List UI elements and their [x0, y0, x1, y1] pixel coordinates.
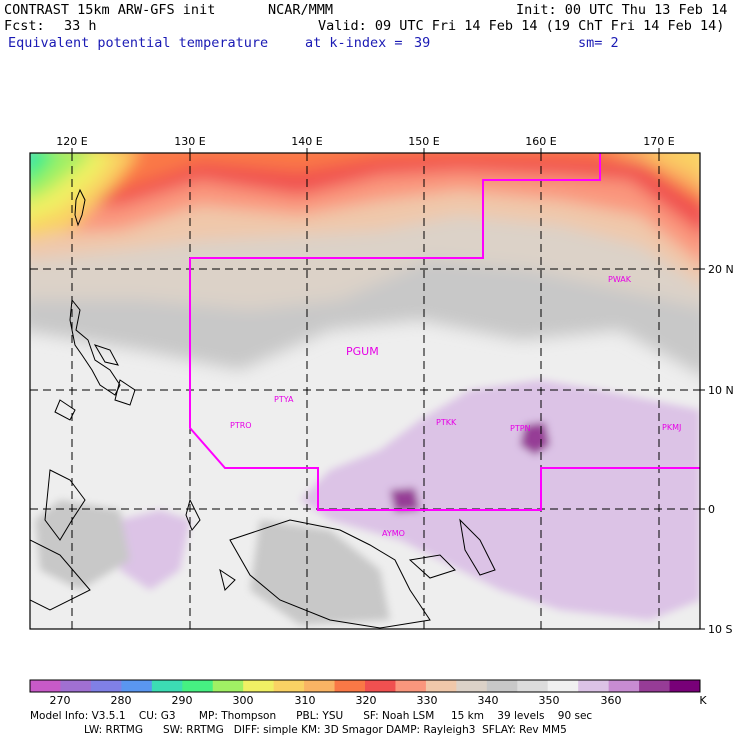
fcst-value: 33 h [64, 18, 97, 34]
lon-label-170: 170 E [643, 135, 674, 148]
station-ptya: PTYA [274, 395, 294, 404]
colorbar-swatch [243, 680, 275, 692]
colorbar-swatch [425, 680, 457, 692]
colorbar-swatch [517, 680, 549, 692]
station-pwak: PWAK [608, 275, 632, 284]
model-info-line2: LW: RRTMG SW: RRTMG DIFF: simple KM: 3D … [84, 724, 567, 736]
colorbar-label-300: 300 [233, 694, 254, 707]
org-label: NCAR/MMM [268, 2, 334, 18]
lon-label-160: 160 E [525, 135, 556, 148]
colorbar-unit: K [699, 694, 707, 707]
fcst-label: Fcst: [4, 18, 45, 34]
colorbar-label-290: 290 [172, 694, 193, 707]
colorbar-swatch [456, 680, 488, 692]
station-aymo: AYMO [382, 529, 405, 538]
colorbar-swatch [639, 680, 671, 692]
colorbar-label-270: 270 [50, 694, 71, 707]
station-pkmj: PKMJ [662, 423, 681, 432]
field-name: Equivalent potential temperature [8, 35, 269, 51]
colorbar-swatch [395, 680, 427, 692]
colorbar-swatch [669, 680, 701, 692]
colorbar-frame [29, 679, 701, 693]
colorbar-label-330: 330 [417, 694, 438, 707]
colorbar-swatch [90, 680, 122, 692]
colorbar-label-360: 360 [601, 694, 622, 707]
level-value: 39 [414, 35, 431, 51]
level-label: at k-index = [305, 35, 403, 51]
lon-label-130: 130 E [174, 135, 205, 148]
colorbar-swatch [547, 680, 579, 692]
lon-label-140: 140 E [291, 135, 322, 148]
colorbar-label-350: 350 [539, 694, 560, 707]
colorbar-label-340: 340 [478, 694, 499, 707]
init-time: Init: 00 UTC Thu 13 Feb 14 [516, 2, 728, 18]
map-frame [29, 152, 701, 630]
lon-label-120: 120 E [56, 135, 87, 148]
lon-label-150: 150 E [408, 135, 439, 148]
colorbar-label-320: 320 [356, 694, 377, 707]
station-ptkk: PTKK [436, 418, 457, 427]
theta-e-field [30, 153, 700, 629]
colorbar-swatch [182, 680, 214, 692]
lat-label-0: 0 [708, 503, 715, 516]
smooth-label: sm= 2 [578, 35, 619, 51]
lat-label-10s: 10 S [708, 623, 732, 636]
station-ptpn: PTPN [510, 424, 531, 433]
colorbar-label-310: 310 [295, 694, 316, 707]
colorbar-label-280: 280 [111, 694, 132, 707]
grid-lines [30, 153, 700, 629]
colorbar [29, 679, 701, 693]
colorbar-swatch [151, 680, 183, 692]
colorbar-swatch [121, 680, 153, 692]
lat-label-10n: 10 N [708, 384, 734, 397]
colorbar-swatch [212, 680, 244, 692]
station-pgum: PGUM [346, 345, 379, 358]
colorbar-swatch [334, 680, 366, 692]
model-info-line1: Model Info: V3.5.1 CU: G3 MP: Thompson P… [30, 710, 593, 722]
model-title: CONTRAST 15km ARW-GFS init [4, 2, 216, 18]
colorbar-swatch [273, 680, 305, 692]
colorbar-swatch [30, 680, 61, 692]
region-boundary [189, 153, 700, 511]
colorbar-swatch [365, 680, 396, 692]
colorbar-swatch [304, 680, 336, 692]
lat-label-20n: 20 N [708, 263, 734, 276]
valid-time: Valid: 09 UTC Fri 14 Feb 14 (19 ChT Fri … [318, 18, 725, 34]
colorbar-swatch [578, 680, 610, 692]
colorbar-swatch [486, 680, 518, 692]
colorbar-swatch [608, 680, 640, 692]
station-ptro: PTRO [230, 421, 252, 430]
colorbar-swatch [60, 680, 92, 692]
ticks [71, 148, 705, 630]
